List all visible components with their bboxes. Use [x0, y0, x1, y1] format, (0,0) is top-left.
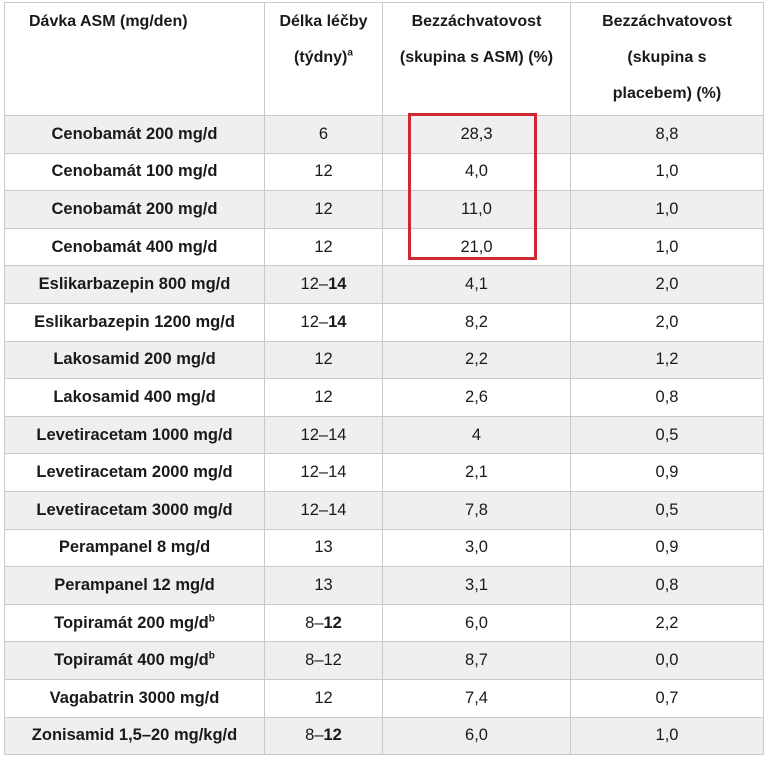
placebo-value-cell: 8,8: [570, 115, 764, 154]
dose-cell: Topiramát 400 mg/db: [4, 641, 265, 680]
asm-value-cell: 28,3: [382, 115, 571, 154]
table-body: Cenobamát 200 mg/d 6 28,3 8,8 Cenobamát 100 …: [4, 115, 764, 756]
dose-cell: Topiramát 200 mg/db: [4, 603, 265, 643]
dose-cell: Perampanel 8 mg/d: [4, 528, 265, 568]
duration-cell: 8–12: [264, 716, 383, 756]
duration-cell: 12: [264, 378, 383, 417]
duration-cell: 12: [264, 678, 383, 718]
placebo-value-cell: 2,2: [570, 603, 764, 643]
dose-cell: Vagabatrin 3000 mg/d: [4, 678, 265, 718]
footnote-a: a: [347, 47, 353, 59]
asm-value-cell: 4,0: [382, 152, 571, 192]
seizure-freedom-table: Dávka ASM (mg/den) Délka léčby (týdny)a …: [4, 2, 764, 756]
table-row: Cenobamát 100 mg/d 12 4,0 1,0: [4, 152, 764, 192]
duration-cell: 12: [264, 227, 383, 267]
duration-cell: 12: [264, 152, 383, 192]
table-row: Cenobamát 200 mg/d 12 11,0 1,0: [4, 190, 764, 229]
duration-cell: 12–14: [264, 265, 383, 304]
duration-cell: 12–14: [264, 490, 383, 530]
table-row: Eslikarbazepin 800 mg/d 12–14 4,1 2,0: [4, 265, 764, 304]
header-duration: Délka léčby (týdny)a: [264, 2, 383, 116]
placebo-value-cell: 0,5: [570, 490, 764, 530]
placebo-value-cell: 1,2: [570, 340, 764, 380]
table-row: Levetiracetam 2000 mg/d 12–14 2,1 0,9: [4, 453, 764, 492]
duration-cell: 12–14: [264, 453, 383, 492]
table-row: Perampanel 12 mg/d 13 3,1 0,8: [4, 566, 764, 605]
dose-cell: Levetiracetam 1000 mg/d: [4, 415, 265, 455]
placebo-value-cell: 1,0: [570, 716, 764, 756]
duration-cell: 12: [264, 340, 383, 380]
table-row: Perampanel 8 mg/d 13 3,0 0,9: [4, 528, 764, 568]
header-dose: Dávka ASM (mg/den): [4, 2, 265, 116]
placebo-value-cell: 0,9: [570, 453, 764, 492]
footnote-b: b: [208, 650, 215, 662]
table-row: Lakosamid 200 mg/d 12 2,2 1,2: [4, 340, 764, 380]
asm-value-cell: 8,2: [382, 302, 571, 342]
duration-cell: 13: [264, 566, 383, 605]
asm-value-cell: 3,1: [382, 566, 571, 605]
table-row: Cenobamát 200 mg/d 6 28,3 8,8: [4, 115, 764, 154]
placebo-value-cell: 0,8: [570, 566, 764, 605]
header-asm-group: Bezzáchvatovost (skupina s ASM) (%): [382, 2, 571, 116]
placebo-value-cell: 1,0: [570, 227, 764, 267]
asm-value-cell: 7,8: [382, 490, 571, 530]
duration-cell: 13: [264, 528, 383, 568]
dose-cell: Zonisamid 1,5–20 mg/kg/d: [4, 716, 265, 756]
asm-value-cell: 11,0: [382, 190, 571, 229]
footnote-b: b: [208, 613, 215, 625]
asm-value-cell: 6,0: [382, 603, 571, 643]
placebo-value-cell: 2,0: [570, 265, 764, 304]
asm-value-cell: 6,0: [382, 716, 571, 756]
asm-value-cell: 4: [382, 415, 571, 455]
placebo-value-cell: 0,7: [570, 678, 764, 718]
placebo-value-cell: 0,5: [570, 415, 764, 455]
duration-cell: 8–12: [264, 641, 383, 680]
table-row: Levetiracetam 1000 mg/d 12–14 4 0,5: [4, 415, 764, 455]
table-row: Levetiracetam 3000 mg/d 12–14 7,8 0,5: [4, 490, 764, 530]
header-placebo-group: Bezzáchvatovost (skupina s placebem) (%): [570, 2, 764, 116]
table-row: Vagabatrin 3000 mg/d 12 7,4 0,7: [4, 678, 764, 718]
placebo-value-cell: 0,9: [570, 528, 764, 568]
placebo-value-cell: 2,0: [570, 302, 764, 342]
placebo-value-cell: 1,0: [570, 190, 764, 229]
table-row: Topiramát 200 mg/db 8–12 6,0 2,2: [4, 603, 764, 643]
asm-value-cell: 2,6: [382, 378, 571, 417]
dose-cell: Perampanel 12 mg/d: [4, 566, 265, 605]
duration-cell: 12–14: [264, 302, 383, 342]
dose-cell: Cenobamát 200 mg/d: [4, 190, 265, 229]
table-row: Cenobamát 400 mg/d 12 21,0 1,0: [4, 227, 764, 267]
table-header: Dávka ASM (mg/den) Délka léčby (týdny)a …: [4, 2, 764, 116]
table-row: Zonisamid 1,5–20 mg/kg/d 8–12 6,0 1,0: [4, 716, 764, 756]
dose-cell: Levetiracetam 2000 mg/d: [4, 453, 265, 492]
placebo-value-cell: 0,0: [570, 641, 764, 680]
asm-value-cell: 4,1: [382, 265, 571, 304]
asm-value-cell: 2,1: [382, 453, 571, 492]
dose-cell: Cenobamát 200 mg/d: [4, 115, 265, 154]
header-row: Dávka ASM (mg/den) Délka léčby (týdny)a …: [4, 2, 764, 116]
dose-cell: Lakosamid 200 mg/d: [4, 340, 265, 380]
asm-value-cell: 3,0: [382, 528, 571, 568]
dose-cell: Lakosamid 400 mg/d: [4, 378, 265, 417]
dose-cell: Levetiracetam 3000 mg/d: [4, 490, 265, 530]
duration-cell: 12–14: [264, 415, 383, 455]
asm-value-cell: 2,2: [382, 340, 571, 380]
dose-cell: Eslikarbazepin 800 mg/d: [4, 265, 265, 304]
placebo-value-cell: 0,8: [570, 378, 764, 417]
dose-cell: Cenobamát 400 mg/d: [4, 227, 265, 267]
table-row: Eslikarbazepin 1200 mg/d 12–14 8,2 2,0: [4, 302, 764, 342]
asm-value-cell: 8,7: [382, 641, 571, 680]
placebo-value-cell: 1,0: [570, 152, 764, 192]
table-row: Topiramát 400 mg/db 8–12 8,7 0,0: [4, 641, 764, 680]
dose-cell: Cenobamát 100 mg/d: [4, 152, 265, 192]
duration-cell: 6: [264, 115, 383, 154]
duration-cell: 8–12: [264, 603, 383, 643]
asm-value-cell: 7,4: [382, 678, 571, 718]
duration-cell: 12: [264, 190, 383, 229]
table-row: Lakosamid 400 mg/d 12 2,6 0,8: [4, 378, 764, 417]
dose-cell: Eslikarbazepin 1200 mg/d: [4, 302, 265, 342]
asm-value-cell: 21,0: [382, 227, 571, 267]
